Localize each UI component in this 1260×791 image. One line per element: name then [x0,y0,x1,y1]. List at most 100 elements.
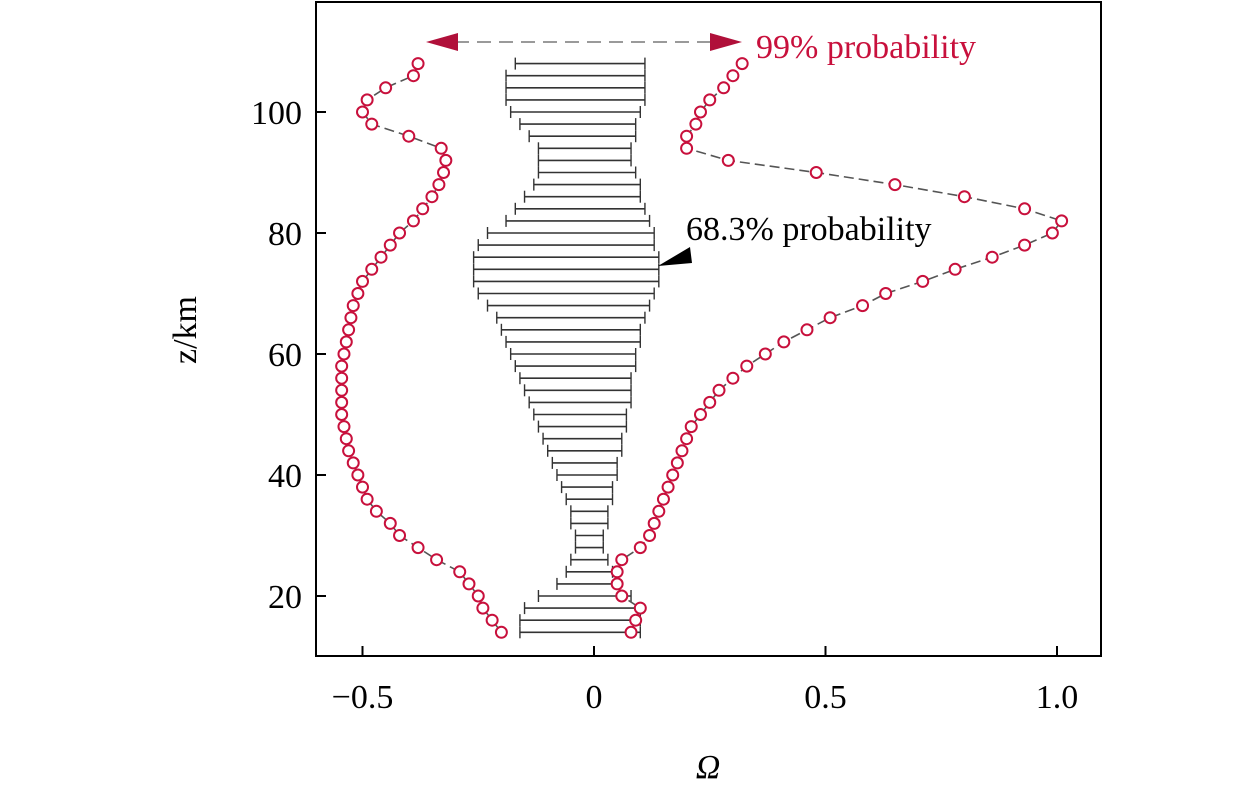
y-tick-label: 80 [268,216,302,253]
data-point [339,432,353,446]
data-point [434,141,448,155]
data-point [689,117,703,131]
data-point [485,613,499,627]
band-bar [505,69,646,82]
y-tick-label: 20 [268,579,302,616]
data-point [1018,202,1032,216]
data-point [356,274,369,288]
band-bar [509,106,641,118]
data-point [726,371,740,385]
band-bar [560,481,614,494]
band-683 [472,57,660,639]
band-bar [509,348,637,360]
data-point [335,371,349,385]
data-point [703,93,717,107]
data-point [411,541,425,555]
band-bar [496,311,646,324]
band-bar [556,469,618,481]
data-point [342,323,356,337]
arrow-99 [426,33,742,51]
x-tick-label: 0.5 [804,679,847,716]
data-point [365,117,379,131]
data-point [670,456,684,470]
data-point [717,81,731,95]
data-point [680,129,694,143]
data-point [712,383,726,397]
band-bar [570,517,609,530]
data-point [957,190,971,204]
band-bar [537,420,628,433]
series-layer [335,57,1069,639]
band-bar [551,456,618,469]
data-point [643,529,657,542]
band-bar [519,118,637,131]
data-point [356,105,369,119]
band-bar [519,372,632,385]
y-tick-label: 100 [251,95,302,132]
data-point [406,69,420,83]
data-point [344,311,358,325]
data-point [337,347,351,361]
data-point [888,178,902,192]
band-bar [537,142,632,155]
data-point [360,93,374,107]
band-bar [477,239,655,252]
data-point [453,565,467,579]
band-bar [500,323,641,336]
data-point [693,408,707,421]
data-point [680,141,694,155]
band-bar [537,154,632,167]
data-point [360,492,374,506]
data-point [684,420,698,434]
band-bar [565,565,614,578]
band-bar [533,178,641,191]
band-bar [505,93,646,106]
data-point [656,492,670,506]
data-point [652,504,666,518]
data-point [365,262,379,276]
band-bar [519,614,641,627]
band-bar [514,202,646,215]
arrow-683 [658,247,692,266]
band-bar [472,263,660,276]
data-point [393,529,407,542]
data-point [856,299,870,313]
data-point [800,323,814,337]
data-point [758,347,772,361]
data-point [735,57,749,71]
x-tick-label: −0.5 [332,679,394,716]
band-bar [505,81,646,94]
data-point [633,541,647,555]
data-point [879,287,893,300]
data-point [437,166,451,179]
band-bar [570,505,609,518]
band-bar [472,251,660,264]
data-point [369,504,383,518]
data-point [337,420,351,434]
data-point [693,105,707,119]
data-point [610,565,624,579]
band-bar [523,384,632,397]
data-point [1045,226,1059,240]
band-bar [533,408,628,421]
data-point [494,625,508,639]
data-point [335,395,349,409]
band-bar [547,444,623,457]
band-bar [556,577,618,590]
data-point [624,625,638,639]
data-point [675,444,689,458]
arrow-683-head [658,247,692,266]
data-point [823,311,837,325]
x-tick-label: 1.0 [1036,679,1079,716]
data-point [471,589,485,603]
data-point [476,601,490,615]
data-point [339,335,353,349]
data-point [351,468,365,482]
data-point [1055,214,1069,228]
data-point [393,226,407,240]
data-point [666,468,680,482]
plot-frame [315,1,1102,657]
data-point [374,250,388,264]
data-point [335,359,349,373]
data-point [346,299,360,313]
